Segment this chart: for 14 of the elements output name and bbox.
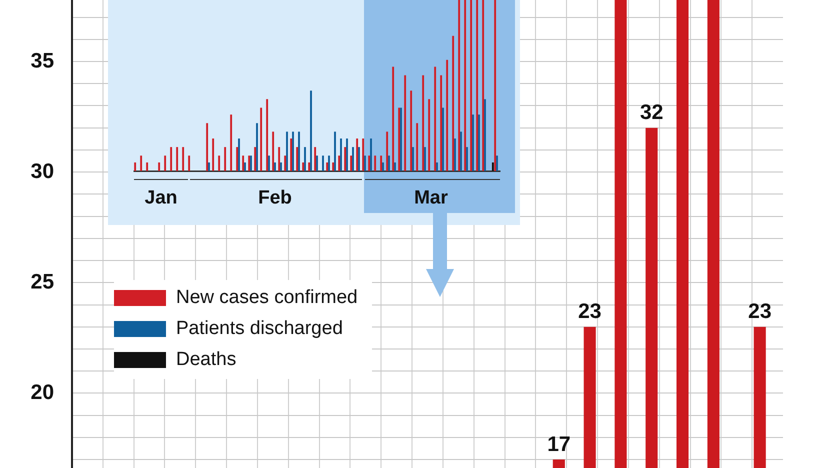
y-tick-label: 25 [30,270,54,294]
x-tick-label: Mar [414,188,448,209]
x-tick-label: Feb [258,188,292,209]
x-tick-label: Jan [144,188,178,209]
data-label: 32 [640,101,664,124]
legend-label: Patients discharged [176,318,343,340]
data-label: 23 [578,300,602,324]
y-tick-label: 20 [30,381,54,404]
legend-label: Deaths [176,348,236,370]
legend-label: New cases confirmed [176,286,358,308]
y-tick-label: 35 [30,49,54,72]
data-label: 17 [547,432,571,456]
y-tick-label: 30 [30,160,54,183]
data-label: 23 [748,300,772,324]
